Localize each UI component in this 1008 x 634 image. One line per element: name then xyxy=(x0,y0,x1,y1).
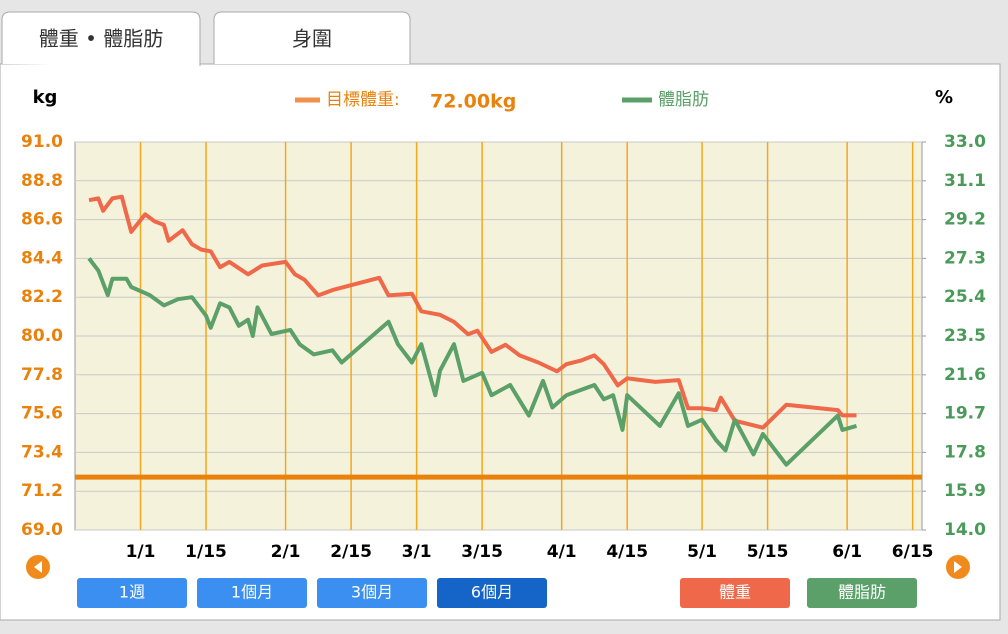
range-button[interactable] xyxy=(77,578,187,608)
y2-tick-label: 17.8 xyxy=(944,442,986,462)
y-tick-label: 71.2 xyxy=(21,481,63,501)
x-tick-label: 3/1 xyxy=(402,542,432,562)
y-tick-label: 73.4 xyxy=(21,442,63,462)
y-tick-label: 82.2 xyxy=(21,287,63,307)
y-tick-label: 80.0 xyxy=(21,326,63,346)
y2-tick-label: 19.7 xyxy=(944,404,986,424)
y-tick-label: 86.6 xyxy=(21,210,63,230)
x-tick-label: 2/15 xyxy=(330,542,372,562)
legend-label: 目標體重: xyxy=(326,90,400,110)
y-tick-label: 84.4 xyxy=(21,248,63,268)
y2-tick-label: 14.0 xyxy=(944,520,986,540)
y2-tick-label: 15.9 xyxy=(944,481,986,501)
y2-tick-label: 25.4 xyxy=(944,287,986,307)
x-tick-label: 2/1 xyxy=(271,542,301,562)
prev-icon xyxy=(34,561,42,573)
button-label[interactable]: 6個月 xyxy=(471,583,513,602)
range-button[interactable] xyxy=(437,578,547,608)
x-tick-label: 6/15 xyxy=(892,542,934,562)
y-tick-label: 88.8 xyxy=(21,171,63,191)
y-tick-label: 91.0 xyxy=(21,132,63,152)
x-tick-label: 4/15 xyxy=(606,542,648,562)
range-button[interactable] xyxy=(197,578,307,608)
button-label[interactable]: 1週 xyxy=(119,583,145,602)
x-tick-label: 4/1 xyxy=(547,542,577,562)
series-line xyxy=(87,257,858,467)
next-icon xyxy=(954,561,962,573)
y2-tick-label: 31.1 xyxy=(944,171,986,191)
range-button[interactable] xyxy=(317,578,427,608)
button-label[interactable]: 3個月 xyxy=(351,583,393,602)
button-label[interactable]: 體重 xyxy=(719,583,751,602)
x-tick-label: 5/15 xyxy=(747,542,789,562)
x-tick-label: 1/1 xyxy=(126,542,156,562)
button-label[interactable]: 1個月 xyxy=(231,583,273,602)
y-axis-label: kg xyxy=(33,87,58,108)
legend-label: 體脂肪 xyxy=(658,90,709,110)
button-label[interactable]: 體脂肪 xyxy=(838,583,886,602)
target-value: 72.00kg xyxy=(430,91,516,113)
y2-tick-label: 27.3 xyxy=(944,248,986,268)
tab[interactable] xyxy=(1,11,201,66)
tab[interactable] xyxy=(213,11,411,64)
x-tick-label: 1/15 xyxy=(185,542,227,562)
fat-toggle[interactable] xyxy=(807,578,917,608)
series-line xyxy=(88,194,857,430)
y-tick-label: 69.0 xyxy=(21,520,63,540)
y2-tick-label: 29.2 xyxy=(944,210,986,230)
y2-tick-label: 33.0 xyxy=(944,132,986,152)
tab-label[interactable]: 身圍 xyxy=(292,27,332,51)
y2-axis-label: % xyxy=(935,87,953,108)
x-tick-label: 6/1 xyxy=(832,542,862,562)
y2-tick-label: 21.6 xyxy=(944,365,986,385)
tab-label[interactable]: 體重 • 體脂肪 xyxy=(39,27,164,51)
y-tick-label: 77.8 xyxy=(21,365,63,385)
x-tick-label: 5/1 xyxy=(687,542,717,562)
weight-toggle[interactable] xyxy=(680,578,790,608)
x-tick-label: 3/15 xyxy=(461,542,503,562)
y2-tick-label: 23.5 xyxy=(944,326,986,346)
y-tick-label: 75.6 xyxy=(21,404,63,424)
